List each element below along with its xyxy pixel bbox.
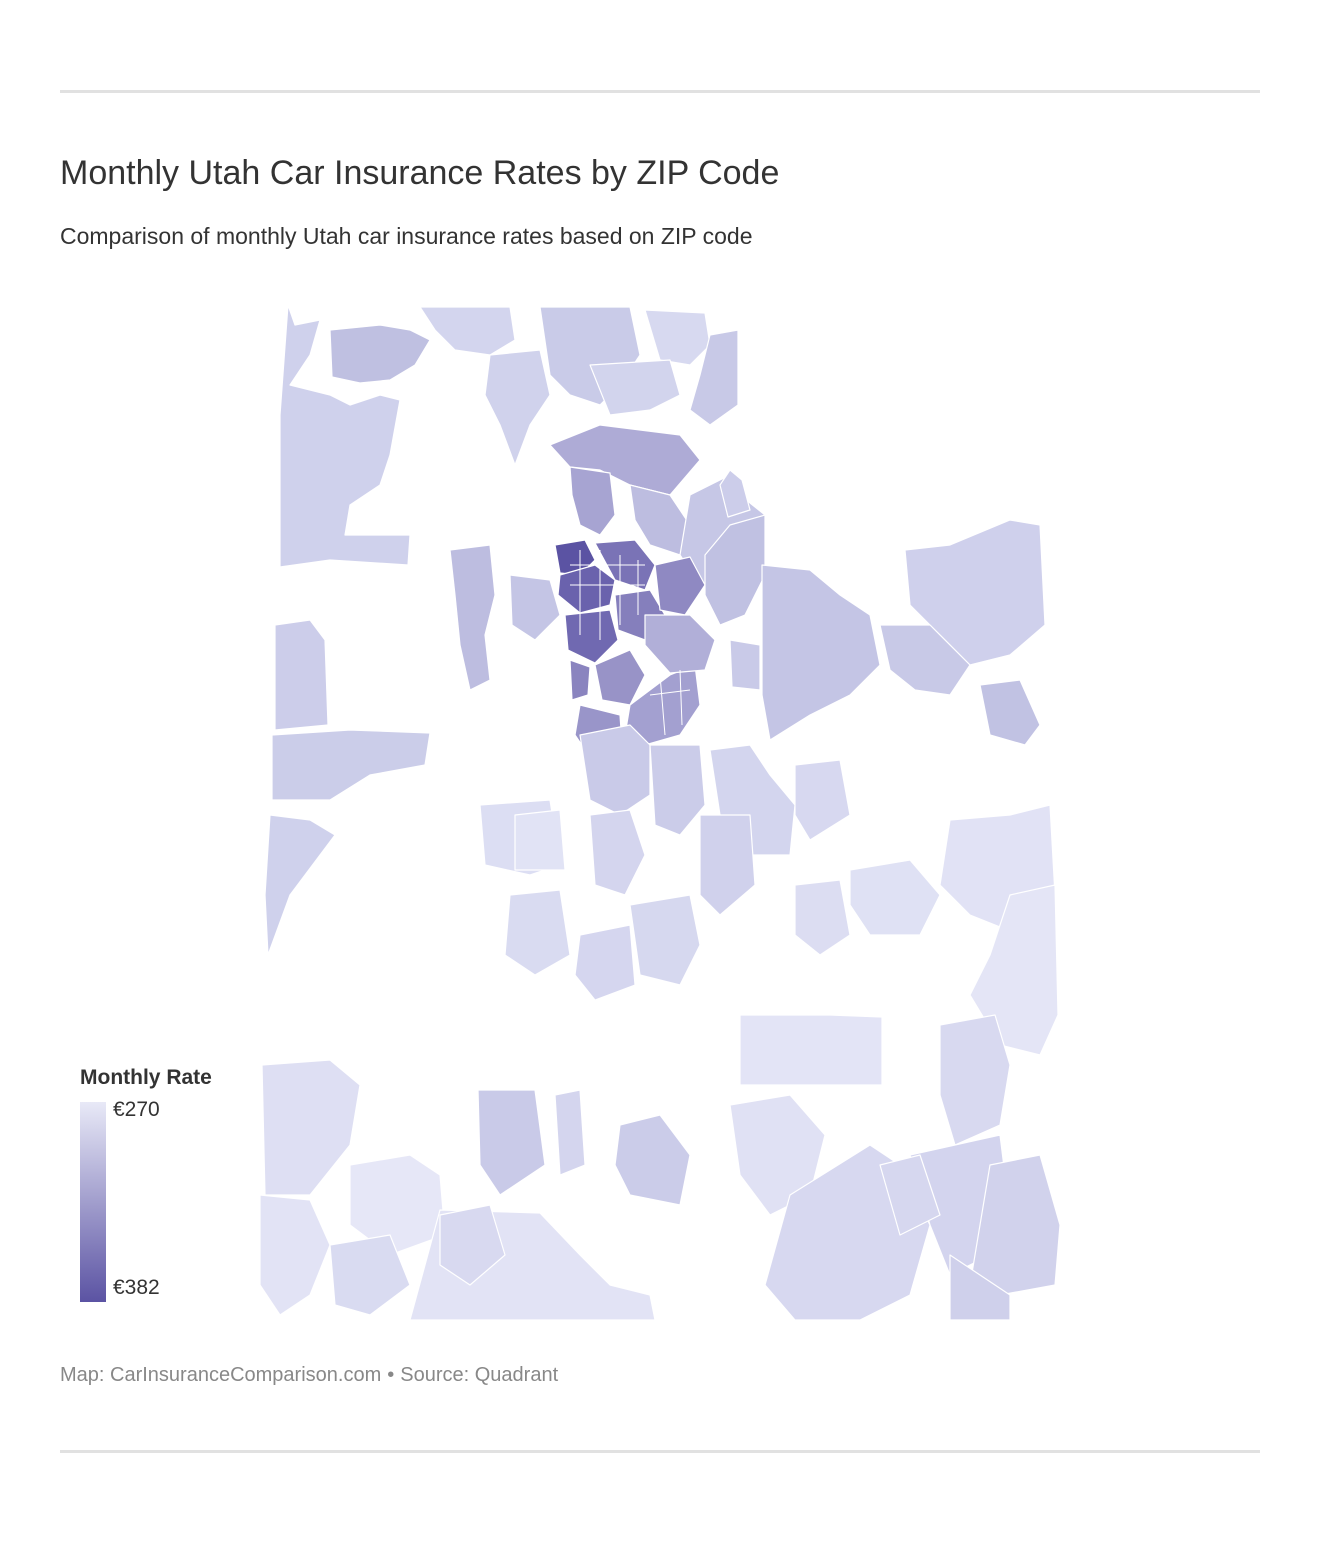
footer-separator: • <box>387 1364 395 1386</box>
zip-region <box>564 609 619 664</box>
legend-title: Monthly Rate <box>80 1066 212 1089</box>
zip-region <box>644 614 716 674</box>
zip-region <box>419 306 516 356</box>
top-divider <box>60 90 1260 93</box>
zip-region <box>629 894 701 986</box>
zip-region <box>514 809 566 871</box>
zip-region <box>654 556 706 616</box>
legend: Monthly Rate €270 €382 <box>80 1066 280 1306</box>
legend-min-label: €270 <box>113 1098 160 1121</box>
zip-region <box>879 1154 941 1236</box>
footer-credit: Map: CarInsuranceComparison.com • Source: … <box>60 1364 558 1387</box>
zip-region <box>969 884 1059 1056</box>
zip-region <box>509 574 561 641</box>
zip-region <box>574 924 636 1001</box>
zip-region <box>589 809 646 896</box>
zip-region <box>259 1194 331 1316</box>
utah-zip-choropleth-map <box>250 295 1080 1335</box>
zip-region <box>329 324 431 384</box>
zip-region <box>719 469 751 518</box>
zip-region <box>949 1254 1011 1321</box>
zip-region <box>644 309 711 366</box>
zip-region <box>449 544 496 691</box>
zip-region <box>614 1114 691 1206</box>
zip-region <box>594 649 646 706</box>
zip-region <box>271 729 431 801</box>
zip-region <box>589 359 681 416</box>
source-credit: Source: Quadrant <box>400 1364 559 1386</box>
zip-region <box>569 659 591 701</box>
zip-region <box>274 619 329 731</box>
zip-region <box>279 304 411 568</box>
zip-region <box>761 564 881 741</box>
zip-region <box>649 744 706 836</box>
zip-region <box>794 759 851 841</box>
zip-region <box>484 349 551 466</box>
zip-regions <box>259 304 1061 1321</box>
zip-region <box>794 879 851 956</box>
zip-region <box>569 466 616 536</box>
legend-max-label: €382 <box>113 1276 160 1299</box>
zip-region <box>904 519 1046 666</box>
zip-region <box>729 639 761 691</box>
zip-region <box>554 1089 586 1176</box>
zip-region <box>549 424 701 496</box>
zip-region <box>879 624 971 696</box>
zip-region <box>579 724 651 816</box>
zip-boundary <box>649 669 691 736</box>
zip-region <box>739 1014 883 1086</box>
zip-region <box>689 329 739 426</box>
chart-subtitle: Comparison of monthly Utah car insurance… <box>60 223 753 249</box>
zip-region <box>979 679 1041 746</box>
zip-region <box>329 1234 411 1316</box>
zip-region <box>704 514 766 626</box>
map-credit: Map: CarInsuranceComparison.com <box>60 1364 382 1386</box>
salt-lake-detail-lines <box>570 550 691 736</box>
zip-boundary <box>570 550 645 640</box>
zip-region <box>264 814 336 956</box>
zip-region <box>477 1089 546 1196</box>
zip-region <box>849 859 941 936</box>
legend-color-scale <box>80 1102 106 1302</box>
chart-title: Monthly Utah Car Insurance Rates by ZIP … <box>60 154 780 192</box>
zip-region <box>504 889 571 976</box>
zip-region <box>939 1014 1011 1146</box>
zip-region <box>699 814 756 916</box>
bottom-divider <box>60 1450 1260 1453</box>
zip-region <box>439 1204 506 1286</box>
